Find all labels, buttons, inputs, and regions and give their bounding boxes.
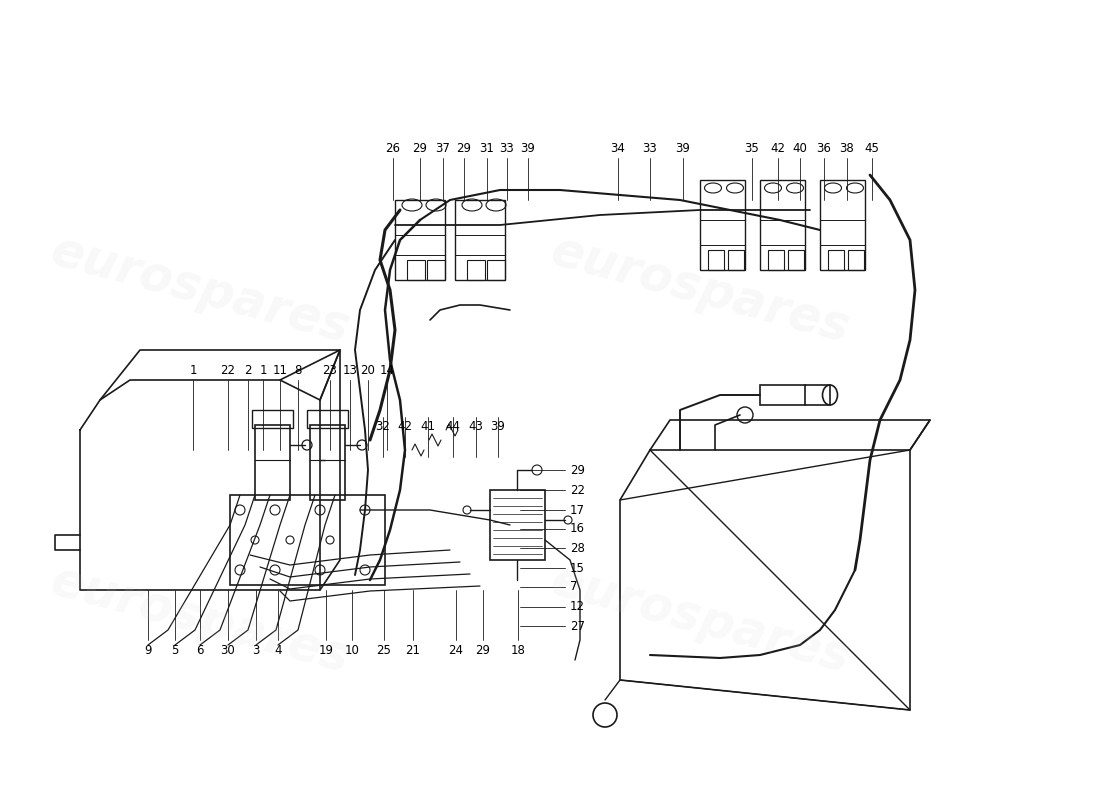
Text: 2: 2 bbox=[244, 363, 252, 377]
Text: 20: 20 bbox=[361, 363, 375, 377]
Text: 29: 29 bbox=[412, 142, 428, 154]
Bar bbox=[455, 200, 505, 280]
Text: 33: 33 bbox=[499, 142, 515, 154]
Bar bbox=[230, 495, 385, 585]
Text: 43: 43 bbox=[469, 421, 483, 434]
Text: 31: 31 bbox=[480, 142, 494, 154]
Text: 10: 10 bbox=[344, 643, 360, 657]
Text: 39: 39 bbox=[675, 142, 691, 154]
Text: 5: 5 bbox=[172, 643, 178, 657]
Text: 11: 11 bbox=[273, 363, 287, 377]
Text: 32: 32 bbox=[375, 421, 390, 434]
Bar bbox=[708, 250, 724, 270]
Text: 22: 22 bbox=[570, 483, 585, 497]
Text: 15: 15 bbox=[570, 562, 585, 574]
Text: 13: 13 bbox=[342, 363, 358, 377]
Text: eurospares: eurospares bbox=[45, 227, 355, 353]
Text: 29: 29 bbox=[570, 463, 585, 477]
Bar bbox=[407, 260, 425, 280]
Text: 38: 38 bbox=[839, 142, 855, 154]
Text: 45: 45 bbox=[865, 142, 879, 154]
Bar bbox=[490, 490, 544, 560]
Text: 6: 6 bbox=[196, 643, 204, 657]
Text: 14: 14 bbox=[379, 363, 395, 377]
Text: 29: 29 bbox=[475, 643, 491, 657]
Bar bbox=[487, 260, 505, 280]
Text: 41: 41 bbox=[420, 421, 436, 434]
Bar bbox=[760, 180, 805, 270]
Text: 9: 9 bbox=[144, 643, 152, 657]
Bar bbox=[252, 410, 293, 428]
Text: 35: 35 bbox=[745, 142, 759, 154]
Bar bbox=[828, 250, 844, 270]
Text: 40: 40 bbox=[793, 142, 807, 154]
Text: 29: 29 bbox=[456, 142, 472, 154]
Text: 28: 28 bbox=[570, 542, 585, 554]
Bar bbox=[310, 425, 345, 500]
Text: 1: 1 bbox=[189, 363, 197, 377]
Bar bbox=[760, 385, 805, 405]
Bar bbox=[255, 425, 290, 500]
Text: 4: 4 bbox=[274, 643, 282, 657]
Text: eurospares: eurospares bbox=[546, 557, 855, 683]
Text: 34: 34 bbox=[610, 142, 626, 154]
Bar bbox=[848, 250, 864, 270]
Text: 19: 19 bbox=[319, 643, 333, 657]
Text: 16: 16 bbox=[570, 522, 585, 535]
Text: 39: 39 bbox=[491, 421, 505, 434]
Bar bbox=[820, 180, 865, 270]
Text: 44: 44 bbox=[446, 421, 461, 434]
Text: 23: 23 bbox=[322, 363, 338, 377]
Text: eurospares: eurospares bbox=[546, 227, 855, 353]
Bar bbox=[395, 200, 446, 280]
Text: 7: 7 bbox=[570, 581, 578, 594]
Bar bbox=[788, 250, 804, 270]
Bar bbox=[728, 250, 744, 270]
Text: 8: 8 bbox=[295, 363, 301, 377]
Text: 21: 21 bbox=[406, 643, 420, 657]
Text: 27: 27 bbox=[570, 619, 585, 633]
Text: 17: 17 bbox=[570, 503, 585, 517]
Text: 24: 24 bbox=[449, 643, 463, 657]
Bar bbox=[307, 410, 348, 428]
Text: 22: 22 bbox=[220, 363, 235, 377]
Text: 42: 42 bbox=[397, 421, 412, 434]
Bar bbox=[427, 260, 446, 280]
Text: 39: 39 bbox=[520, 142, 536, 154]
Text: 36: 36 bbox=[816, 142, 832, 154]
Text: 30: 30 bbox=[221, 643, 235, 657]
Text: 3: 3 bbox=[252, 643, 260, 657]
Text: 18: 18 bbox=[510, 643, 526, 657]
Bar bbox=[468, 260, 485, 280]
Bar bbox=[700, 180, 745, 270]
Text: 1: 1 bbox=[260, 363, 266, 377]
Text: 37: 37 bbox=[436, 142, 450, 154]
Text: 42: 42 bbox=[770, 142, 785, 154]
Text: 33: 33 bbox=[642, 142, 658, 154]
Text: 12: 12 bbox=[570, 601, 585, 614]
Bar bbox=[768, 250, 784, 270]
Text: 26: 26 bbox=[385, 142, 400, 154]
Text: 25: 25 bbox=[376, 643, 392, 657]
Text: eurospares: eurospares bbox=[45, 557, 355, 683]
